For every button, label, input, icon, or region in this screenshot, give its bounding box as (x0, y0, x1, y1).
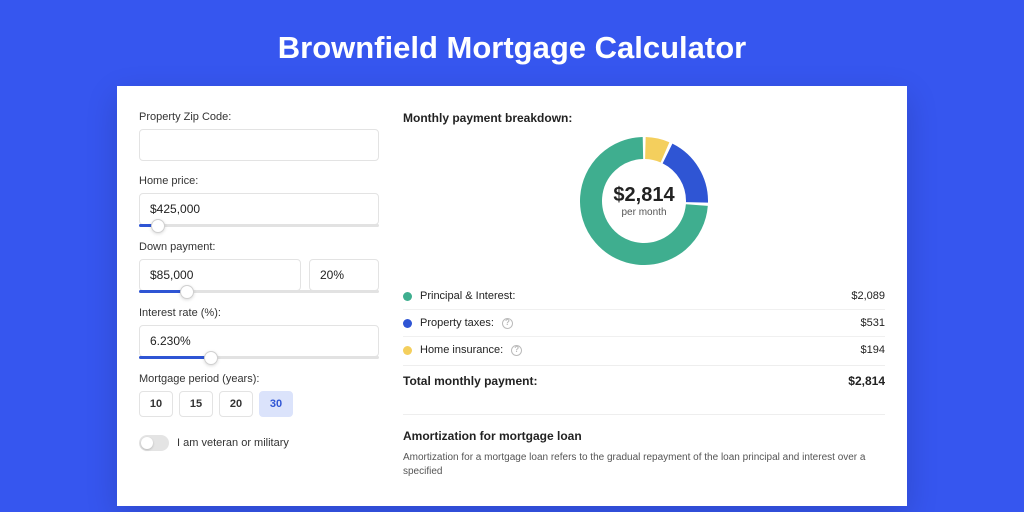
rate-input[interactable] (139, 325, 379, 357)
period-button-15[interactable]: 15 (179, 391, 213, 417)
donut-sub: per month (613, 207, 674, 218)
down-slider[interactable] (139, 290, 379, 293)
veteran-toggle[interactable] (139, 435, 169, 451)
down-amount-input[interactable] (139, 259, 301, 291)
price-label: Home price: (139, 175, 379, 187)
info-icon[interactable]: ? (502, 318, 513, 329)
page-title: Brownfield Mortgage Calculator (278, 30, 746, 66)
legend-left: Property taxes:? (403, 317, 513, 329)
legend-swatch (403, 319, 412, 328)
breakdown-title: Monthly payment breakdown: (403, 111, 885, 125)
down-pct-input[interactable] (309, 259, 379, 291)
rate-slider[interactable] (139, 356, 379, 359)
slider-thumb[interactable] (180, 285, 194, 299)
donut-amount: $2,814 (613, 184, 674, 207)
legend-label: Principal & Interest: (420, 290, 515, 302)
down-group: Down payment: (139, 241, 379, 293)
total-row: Total monthly payment: $2,814 (403, 365, 885, 396)
price-slider[interactable] (139, 224, 379, 227)
price-input[interactable] (139, 193, 379, 225)
amortization-title: Amortization for mortgage loan (403, 429, 885, 443)
calculator-card: Property Zip Code: Home price: Down paym… (117, 86, 907, 506)
legend-value: $2,089 (851, 290, 885, 302)
amortization-text: Amortization for a mortgage loan refers … (403, 451, 885, 479)
slider-fill (139, 356, 211, 359)
zip-input[interactable] (139, 129, 379, 161)
veteran-row: I am veteran or military (139, 435, 379, 451)
legend-left: Principal & Interest: (403, 290, 515, 302)
rate-label: Interest rate (%): (139, 307, 379, 319)
period-button-20[interactable]: 20 (219, 391, 253, 417)
info-icon[interactable]: ? (511, 345, 522, 356)
period-label: Mortgage period (years): (139, 373, 379, 385)
down-label: Down payment: (139, 241, 379, 253)
legend-row-1: Property taxes:? $531 (403, 309, 885, 336)
legend-label: Property taxes: (420, 317, 494, 329)
form-column: Property Zip Code: Home price: Down paym… (139, 111, 379, 506)
period-button-30[interactable]: 30 (259, 391, 293, 417)
zip-group: Property Zip Code: (139, 111, 379, 161)
price-group: Home price: (139, 175, 379, 227)
donut-center: $2,814 per month (613, 184, 674, 218)
legend-label: Home insurance: (420, 344, 503, 356)
legend-swatch (403, 346, 412, 355)
veteran-label: I am veteran or military (177, 437, 289, 449)
period-group: Mortgage period (years): 10152030 (139, 373, 379, 417)
rate-group: Interest rate (%): (139, 307, 379, 359)
total-label: Total monthly payment: (403, 374, 537, 388)
donut-chart: $2,814 per month (403, 137, 885, 265)
legend-swatch (403, 292, 412, 301)
legend-left: Home insurance:? (403, 344, 522, 356)
legend-value: $531 (861, 317, 885, 329)
breakdown-column: Monthly payment breakdown: $2,814 per mo… (403, 111, 885, 506)
period-row: 10152030 (139, 391, 379, 417)
legend-value: $194 (861, 344, 885, 356)
amortization-block: Amortization for mortgage loan Amortizat… (403, 414, 885, 479)
legend: Principal & Interest: $2,089 Property taxe… (403, 283, 885, 363)
slider-thumb[interactable] (204, 351, 218, 365)
period-button-10[interactable]: 10 (139, 391, 173, 417)
zip-label: Property Zip Code: (139, 111, 379, 123)
legend-row-0: Principal & Interest: $2,089 (403, 283, 885, 309)
total-value: $2,814 (848, 374, 885, 388)
legend-row-2: Home insurance:? $194 (403, 336, 885, 363)
slider-thumb[interactable] (151, 219, 165, 233)
